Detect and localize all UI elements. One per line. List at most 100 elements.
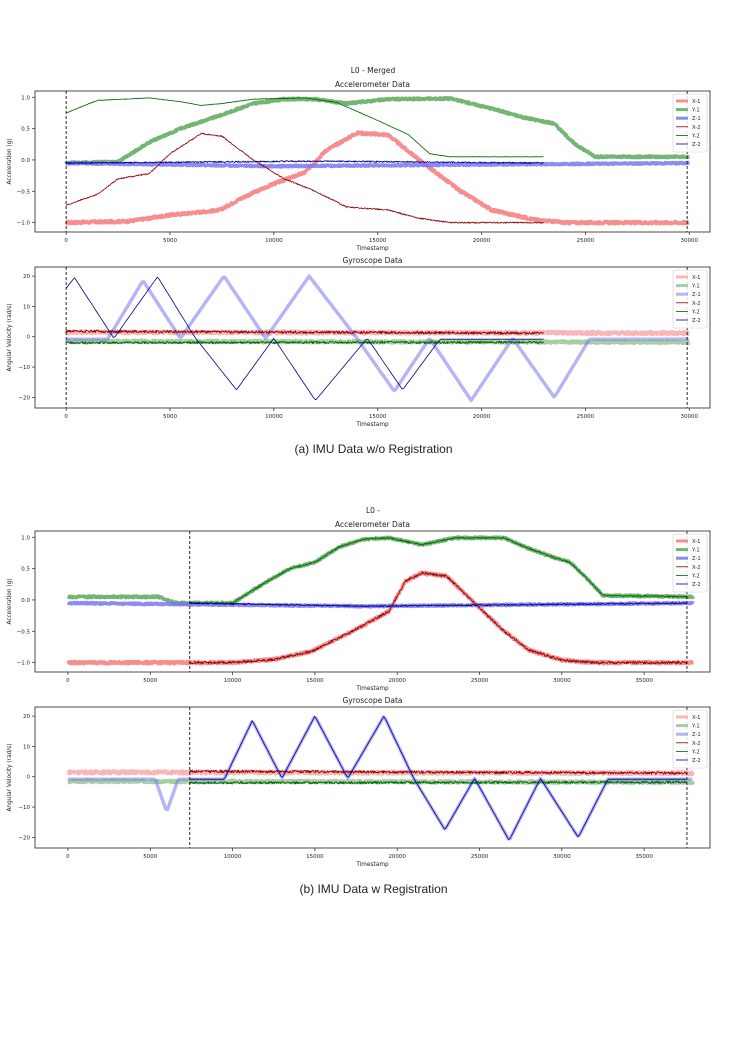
legend: X-1 Y-1 Z-1 X-2 Y-2 Z-2 — [672, 709, 708, 769]
suptitle-b: L0 - — [366, 506, 380, 515]
suptitle-a: L0 - Merged — [351, 66, 396, 75]
x-tick-label: 0 — [66, 854, 70, 860]
plot-frame — [34, 706, 711, 849]
series-line-z-1 — [64, 160, 691, 169]
y-tick-label: −10 — [18, 365, 30, 371]
series-line-x-2 — [189, 571, 688, 665]
accelerometer-chart-a: Accelerometer Data 0 5000 10000 15000 20000 25… — [7, 80, 711, 252]
legend-label-x-2: X-2 — [692, 125, 700, 131]
gyroscope-chart-a: Gyroscope Data 0 5000 10000 15000 20000 25000 3… — [7, 256, 711, 428]
x-tick-label: 10000 — [265, 414, 283, 420]
legend-label-x-1: X-1 — [692, 539, 700, 545]
series-line-x-2 — [189, 769, 688, 775]
y-tick-label: −0.5 — [17, 189, 31, 195]
accelerometer-chart-b: Accelerometer Data 0 5000 10000 15000 20000 25… — [7, 520, 711, 692]
x-tick-label: 0 — [66, 678, 70, 684]
caption-a: (a) IMU Data w/o Registration — [294, 442, 453, 456]
x-axis-label: Timestamp — [355, 422, 389, 428]
legend-label-y-2: Y-2 — [691, 749, 700, 755]
legend-label-y-1: Y-1 — [691, 548, 700, 554]
plot-frame — [34, 266, 711, 409]
x-tick-label: 0 — [64, 414, 68, 420]
legend-label-z-1: Z-1 — [692, 116, 701, 122]
legend-label-y-1: Y-1 — [691, 108, 700, 114]
x-tick-label: 25000 — [471, 678, 489, 684]
y-tick-label: 20 — [23, 714, 30, 720]
series-line-y-2 — [66, 97, 544, 158]
series-line-y-1 — [66, 535, 695, 606]
series-line-z-2 — [66, 160, 544, 165]
y-tick-label: 10 — [23, 304, 30, 310]
legend: X-1 Y-1 Z-1 X-2 Y-2 Z-2 — [672, 93, 708, 153]
x-tick-label: 5000 — [163, 414, 177, 420]
x-tick-label: 35000 — [635, 678, 653, 684]
legend-box — [672, 709, 708, 769]
y-tick-label: −0.5 — [17, 629, 31, 635]
legend-label-z-2: Z-2 — [692, 758, 701, 764]
x-tick-label: 15000 — [306, 678, 324, 684]
y-tick-label: 0.0 — [21, 598, 30, 604]
legend-label-x-1: X-1 — [692, 275, 700, 281]
series-line-x-2 — [65, 329, 544, 335]
plot-frame — [34, 90, 711, 233]
legend-label-x-2: X-2 — [692, 741, 700, 747]
x-tick-label: 5000 — [143, 678, 157, 684]
series-line-y-1 — [64, 96, 691, 166]
legend-label-x-1: X-1 — [692, 715, 700, 721]
x-tick-label: 15000 — [369, 414, 387, 420]
chart-title: Accelerometer Data — [335, 80, 410, 89]
x-tick-label: 15000 — [306, 854, 324, 860]
chart-title: Gyroscope Data — [342, 256, 402, 265]
x-tick-label: 10000 — [224, 678, 242, 684]
x-tick-label: 30000 — [680, 238, 698, 244]
plot-area — [64, 274, 691, 403]
legend-label-z-2: Z-2 — [692, 142, 701, 148]
y-tick-label: 10 — [23, 744, 30, 750]
series-line-z-1 — [66, 274, 689, 403]
x-tick-label: 25000 — [577, 414, 595, 420]
x-tick-label: 20000 — [388, 854, 406, 860]
y-tick-label: 0.5 — [21, 127, 30, 133]
legend-label-x-2: X-2 — [692, 565, 700, 571]
x-tick-label: 0 — [64, 238, 68, 244]
legend-label-y-2: Y-2 — [691, 133, 700, 139]
y-tick-label: 20 — [23, 274, 30, 280]
legend-label-x-1: X-1 — [692, 99, 700, 105]
y-axis-label: Acceleration (g) — [7, 138, 13, 184]
y-tick-label: −20 — [18, 835, 30, 841]
y-tick-label: 0 — [27, 775, 31, 781]
series-line-x-1 — [66, 570, 695, 666]
series-line-z-2 — [189, 716, 686, 840]
y-tick-label: 1.0 — [21, 535, 30, 541]
legend-label-z-2: Z-2 — [692, 318, 701, 324]
x-tick-label: 15000 — [369, 238, 387, 244]
legend-label-z-2: Z-2 — [692, 582, 701, 588]
x-tick-label: 25000 — [577, 238, 595, 244]
series-line-z-1 — [67, 715, 693, 841]
series-line-y-2 — [189, 536, 688, 605]
y-axis-label: Angular Velocity (rad/s) — [7, 303, 13, 371]
legend-label-y-1: Y-1 — [691, 724, 700, 730]
legend: X-1 Y-1 Z-1 X-2 Y-2 Z-2 — [672, 533, 708, 593]
plot-frame — [34, 530, 711, 673]
y-tick-label: −1.0 — [17, 661, 31, 667]
legend-label-x-2: X-2 — [692, 301, 700, 307]
series-line-y-2 — [65, 340, 544, 345]
x-tick-label: 30000 — [680, 414, 698, 420]
x-tick-label: 20000 — [388, 678, 406, 684]
x-tick-label: 30000 — [553, 678, 571, 684]
y-axis-label: Angular Velocity (rad/s) — [7, 743, 13, 811]
legend-label-y-2: Y-2 — [691, 573, 700, 579]
plot-area — [66, 715, 695, 841]
x-tick-label: 5000 — [163, 238, 177, 244]
y-tick-label: −20 — [18, 395, 30, 401]
x-tick-label: 35000 — [635, 854, 653, 860]
y-axis-label: Acceleration (g) — [7, 578, 13, 624]
caption-b: (b) IMU Data w Registration — [299, 882, 448, 896]
y-tick-label: 0.5 — [21, 567, 30, 573]
y-tick-label: 0 — [27, 335, 31, 341]
x-axis-label: Timestamp — [355, 862, 389, 868]
plot-area — [64, 96, 691, 226]
legend-box — [672, 533, 708, 593]
x-tick-label: 30000 — [553, 854, 571, 860]
